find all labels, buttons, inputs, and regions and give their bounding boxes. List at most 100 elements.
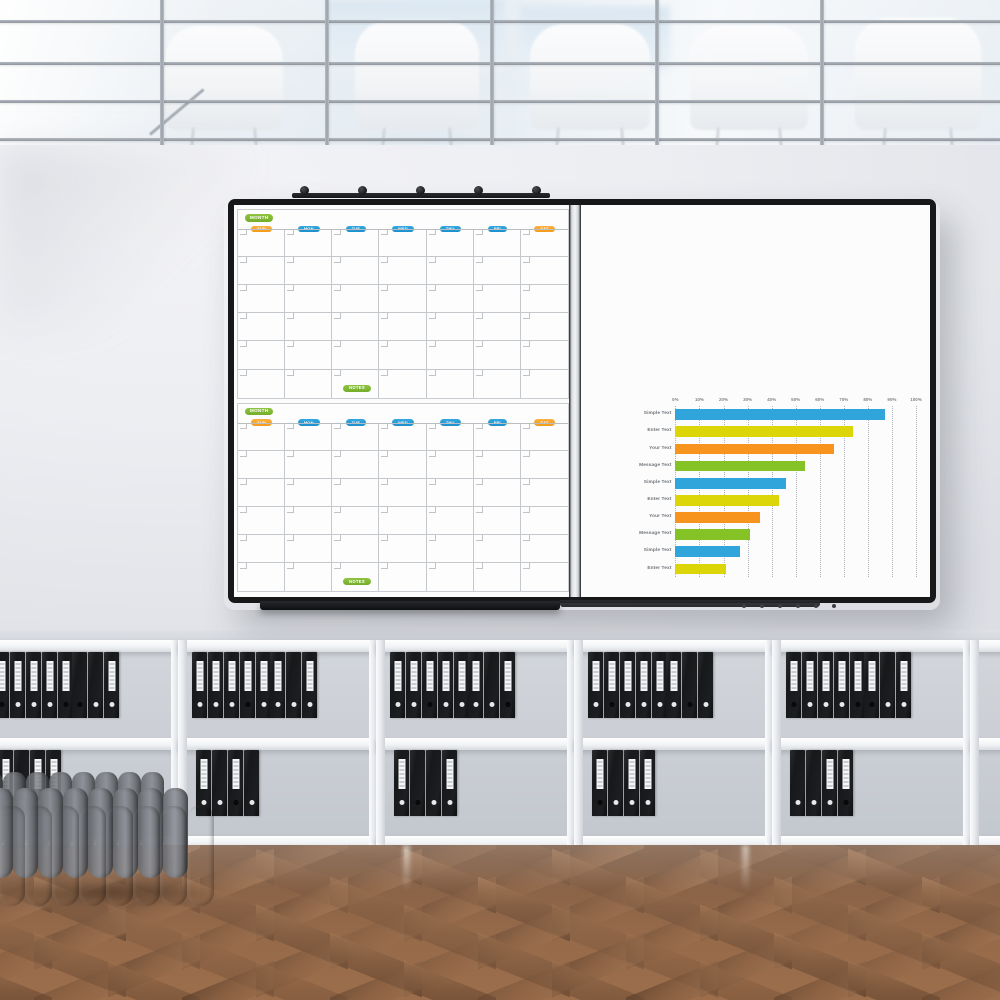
calendar-day-cell[interactable] (426, 313, 474, 342)
calendar-day-cell[interactable] (379, 535, 427, 564)
calendar-day-cell[interactable] (426, 285, 474, 314)
calendar-day-cell[interactable] (473, 285, 521, 314)
calendar-day-cell[interactable] (285, 478, 333, 507)
chart-bar[interactable] (675, 426, 854, 438)
calendar-day-cell[interactable] (426, 341, 474, 370)
chart-bar-row[interactable]: Your Text (602, 509, 916, 526)
calendar-day-cell[interactable] (332, 422, 380, 451)
calendar-day-cell[interactable] (426, 422, 474, 451)
calendar-day-cell[interactable] (238, 341, 286, 370)
calendar-day-cell[interactable] (285, 535, 333, 564)
calendar-day-cell[interactable] (285, 369, 333, 398)
calendar-day-cell[interactable] (332, 478, 380, 507)
calendar-day-cell[interactable] (426, 369, 474, 398)
chart-bar-row[interactable]: Simple Text (602, 475, 916, 492)
calendar-day-cell[interactable] (332, 257, 380, 286)
calendar-day-cell[interactable] (426, 478, 474, 507)
chart-bar-row[interactable]: Message Text (602, 526, 916, 543)
calendar-day-cell[interactable] (520, 563, 569, 592)
calendar-day-cell[interactable] (473, 341, 521, 370)
calendar-day-cell[interactable] (332, 450, 380, 479)
calendar-day-cell[interactable] (238, 285, 286, 314)
calendar-day-cell[interactable] (426, 563, 474, 592)
calendar-day-cell[interactable] (238, 369, 286, 398)
calendar-day-cell[interactable] (332, 535, 380, 564)
calendar-day-cell[interactable] (379, 563, 427, 592)
calendar-day-cell[interactable] (379, 506, 427, 536)
chart-bar[interactable] (675, 443, 835, 455)
calendar-day-cell[interactable] (379, 257, 427, 286)
calendar-day-cell[interactable] (238, 257, 286, 286)
bar-chart-panel[interactable]: 0% 10% 20% 30% 40% 50% 60% 70% 80% 90% 100% Simple… (580, 205, 930, 597)
calendar-day-cell[interactable] (473, 257, 521, 286)
calendar-day-cell[interactable] (426, 506, 474, 536)
chart-bar[interactable] (675, 512, 760, 523)
calendar-day-cell[interactable] (379, 478, 427, 507)
calendar-day-cell[interactable] (473, 535, 521, 564)
calendar-day-cell[interactable] (238, 422, 286, 451)
calendar-day-cell[interactable] (238, 478, 286, 507)
calendar-day-cell[interactable] (285, 422, 333, 451)
calendar-day-cell[interactable] (473, 478, 521, 507)
calendar-day-cell[interactable] (520, 313, 569, 342)
calendar-day-cell[interactable] (379, 369, 427, 398)
calendar-day-cell[interactable] (285, 313, 333, 342)
chart-bar-row[interactable]: Message Text (602, 458, 916, 475)
calendar-day-cell[interactable] (238, 563, 286, 592)
chart-bar[interactable] (675, 529, 751, 540)
calendar-day-cell[interactable] (520, 535, 569, 564)
calendar-day-cell[interactable] (285, 506, 333, 536)
calendar-day-cell[interactable] (379, 313, 427, 342)
calendar-day-cell[interactable] (473, 422, 521, 451)
calendar-day-cell[interactable] (285, 341, 333, 370)
calendar-day-cell[interactable] (285, 229, 333, 258)
calendar-day-cell[interactable] (379, 341, 427, 370)
calendar-day-cell[interactable] (379, 229, 427, 258)
calendar-day-cell[interactable] (238, 506, 286, 536)
calendar-bottom[interactable]: MONTH SUNMONTUEWEDTHUFRISAT NOTES (237, 402, 570, 593)
calendar-day-cell[interactable] (520, 506, 569, 536)
calendar-day-cell[interactable] (332, 341, 380, 370)
calendar-day-cell[interactable] (520, 369, 569, 398)
calendar-day-cell[interactable] (520, 450, 569, 479)
calendar-day-cell[interactable] (520, 422, 569, 451)
calendar-day-cell[interactable] (520, 341, 569, 370)
calendar-day-cell[interactable] (473, 313, 521, 342)
calendar-day-cell[interactable] (520, 478, 569, 507)
chart-bar[interactable] (675, 546, 741, 558)
calendar-day-cell[interactable] (285, 563, 333, 592)
calendar-day-cell[interactable] (332, 369, 380, 398)
calendar-day-cell[interactable] (520, 257, 569, 286)
calendar-day-cell[interactable] (238, 313, 286, 342)
chart-bar-row[interactable]: Simple Text (602, 543, 916, 560)
chart-bar[interactable] (675, 460, 806, 472)
calendar-day-cell[interactable] (238, 450, 286, 479)
calendar-day-cell[interactable] (473, 563, 521, 592)
calendar-day-cell[interactable] (379, 285, 427, 314)
calendar-day-cell[interactable] (520, 229, 569, 258)
calendar-grid-top[interactable] (238, 229, 569, 398)
calendar-day-cell[interactable] (426, 257, 474, 286)
chart-bar[interactable] (675, 563, 726, 575)
bar-chart[interactable]: 0% 10% 20% 30% 40% 50% 60% 70% 80% 90% 100% Simple… (602, 397, 922, 578)
monthly-calendar-panel[interactable]: MONTH SUNMONTUEWEDTHUFRISAT NOTES MONTH … (234, 205, 570, 597)
calendar-day-cell[interactable] (285, 257, 333, 286)
calendar-day-cell[interactable] (332, 313, 380, 342)
calendar-day-cell[interactable] (238, 229, 286, 258)
calendar-day-cell[interactable] (379, 422, 427, 451)
chart-bar-row[interactable]: Enter Text (602, 492, 916, 509)
chart-bar-row[interactable]: Your Text (602, 440, 916, 457)
chart-bar[interactable] (675, 409, 885, 420)
chart-bar[interactable] (675, 495, 779, 506)
chart-bar[interactable] (675, 477, 787, 489)
whiteboard[interactable]: MONTH SUNMONTUEWEDTHUFRISAT NOTES MONTH … (228, 199, 936, 603)
calendar-day-cell[interactable] (238, 535, 286, 564)
calendar-day-cell[interactable] (379, 450, 427, 479)
chart-bar-row[interactable]: Simple Text (602, 406, 916, 423)
chart-bar-row[interactable]: Enter Text (602, 560, 916, 577)
calendar-day-cell[interactable] (473, 506, 521, 536)
calendar-day-cell[interactable] (473, 229, 521, 258)
calendar-day-cell[interactable] (520, 285, 569, 314)
calendar-day-cell[interactable] (426, 229, 474, 258)
calendar-day-cell[interactable] (426, 535, 474, 564)
